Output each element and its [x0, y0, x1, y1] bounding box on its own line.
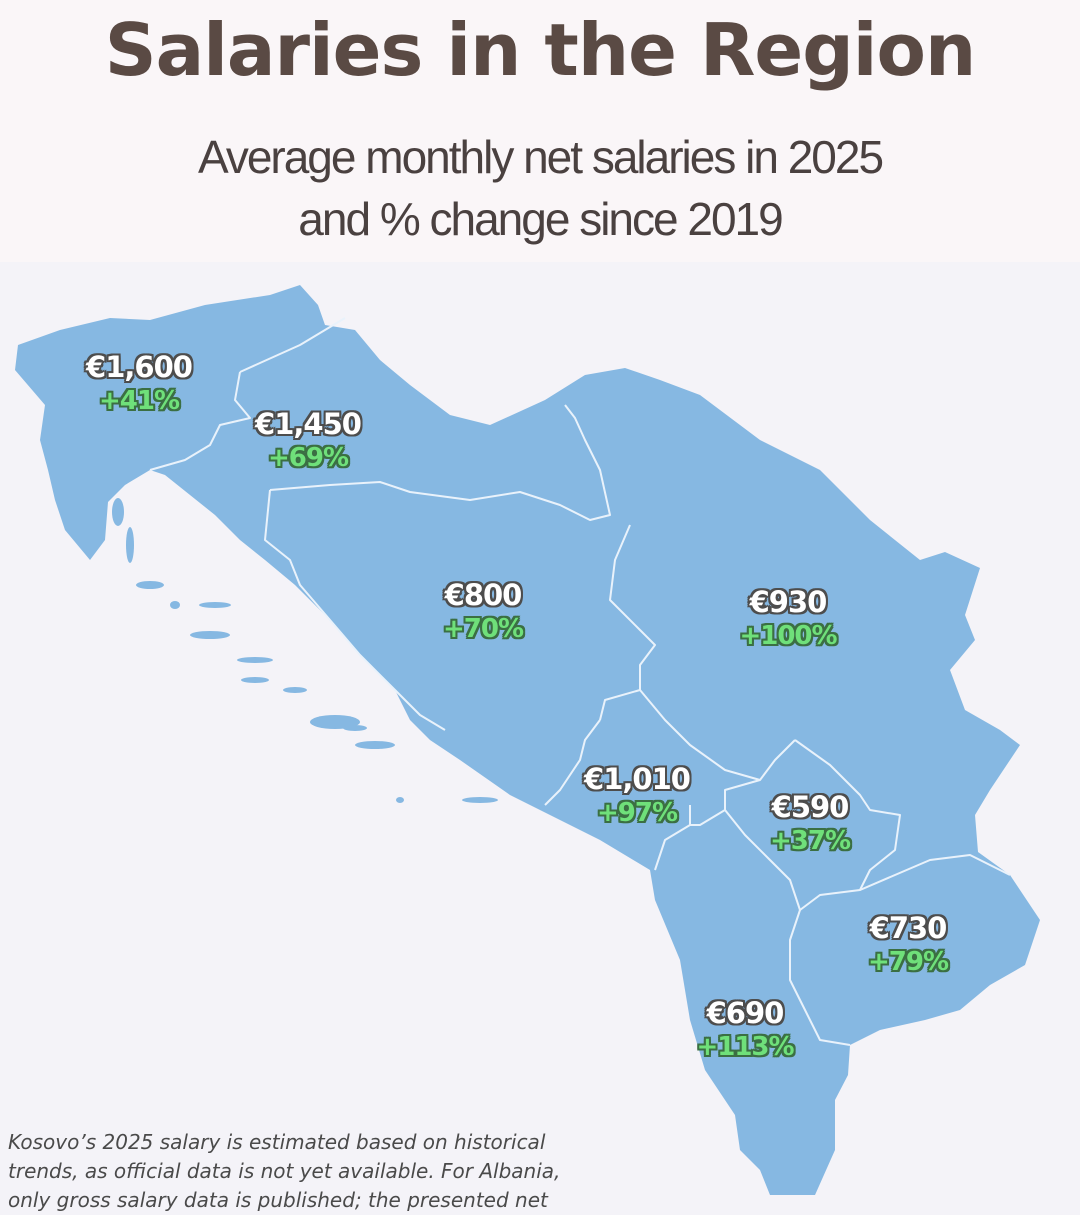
island [355, 741, 395, 749]
island [136, 581, 164, 589]
header: Salaries in the Region Average monthly n… [0, 0, 1080, 262]
island [241, 677, 269, 683]
change-value: +70% [442, 614, 524, 644]
footnote: Kosovo’s 2025 salary is estimated based … [8, 1130, 561, 1212]
page-subtitle: Average monthly net salaries in 2025 and… [0, 126, 1080, 250]
salary-value: €1,600 [86, 350, 193, 384]
salary-value: €730 [869, 911, 948, 945]
subtitle-line-2: and % change since 2019 [298, 193, 783, 245]
island [283, 687, 307, 693]
label-bosnia: €800 +70% [442, 578, 524, 644]
island [190, 631, 230, 639]
main-land [15, 285, 1040, 1195]
country-borders [149, 317, 1011, 1046]
island [199, 602, 231, 608]
border-albania-kosovo [690, 809, 726, 826]
salary-value: €930 [749, 585, 828, 619]
island [462, 797, 498, 803]
change-value: +41% [98, 386, 180, 416]
change-value: +37% [769, 826, 851, 856]
border-kosovo [724, 739, 901, 911]
island [396, 797, 404, 803]
label-slovenia: €1,600 +41% [86, 350, 193, 416]
border-croatia-hungary-serbia [269, 404, 611, 521]
change-value: +69% [267, 443, 349, 473]
island [310, 715, 360, 729]
salary-value: €690 [706, 996, 785, 1030]
border-slovenia-croatia [149, 317, 346, 471]
border-bosnia-west [264, 489, 446, 731]
border-montenegro-serbia [639, 689, 796, 781]
salary-value: €590 [771, 790, 850, 824]
salary-value: €1,450 [255, 407, 362, 441]
change-value: +113% [696, 1032, 794, 1062]
border-bosnia-serbia [599, 524, 656, 721]
border-macedonia [789, 854, 1011, 1046]
island [126, 527, 134, 563]
balkans-map [15, 285, 1040, 1195]
salary-value: €1,010 [584, 762, 691, 796]
page-title: Salaries in the Region [104, 8, 976, 92]
change-value: +100% [739, 621, 837, 651]
land-mass [15, 285, 1040, 1195]
change-value: +97% [596, 798, 678, 828]
salary-value: €800 [444, 578, 523, 612]
island [112, 498, 124, 526]
subtitle-line-1: Average monthly net salaries in 2025 [197, 131, 884, 183]
label-north-macedonia: €730 +79% [867, 911, 949, 977]
change-value: +79% [867, 947, 949, 977]
label-albania: €690 +113% [696, 996, 794, 1062]
island [237, 657, 273, 663]
label-serbia: €930 +100% [739, 585, 837, 651]
label-kosovo: €590 +37% [769, 790, 851, 856]
border-montenegro-albania [654, 805, 691, 871]
island [170, 601, 180, 609]
border-bosnia-montenegro [544, 719, 601, 806]
island [343, 725, 367, 731]
label-montenegro: €1,010 +97% [584, 762, 691, 828]
label-croatia: €1,450 +69% [255, 407, 362, 473]
island [500, 782, 520, 788]
